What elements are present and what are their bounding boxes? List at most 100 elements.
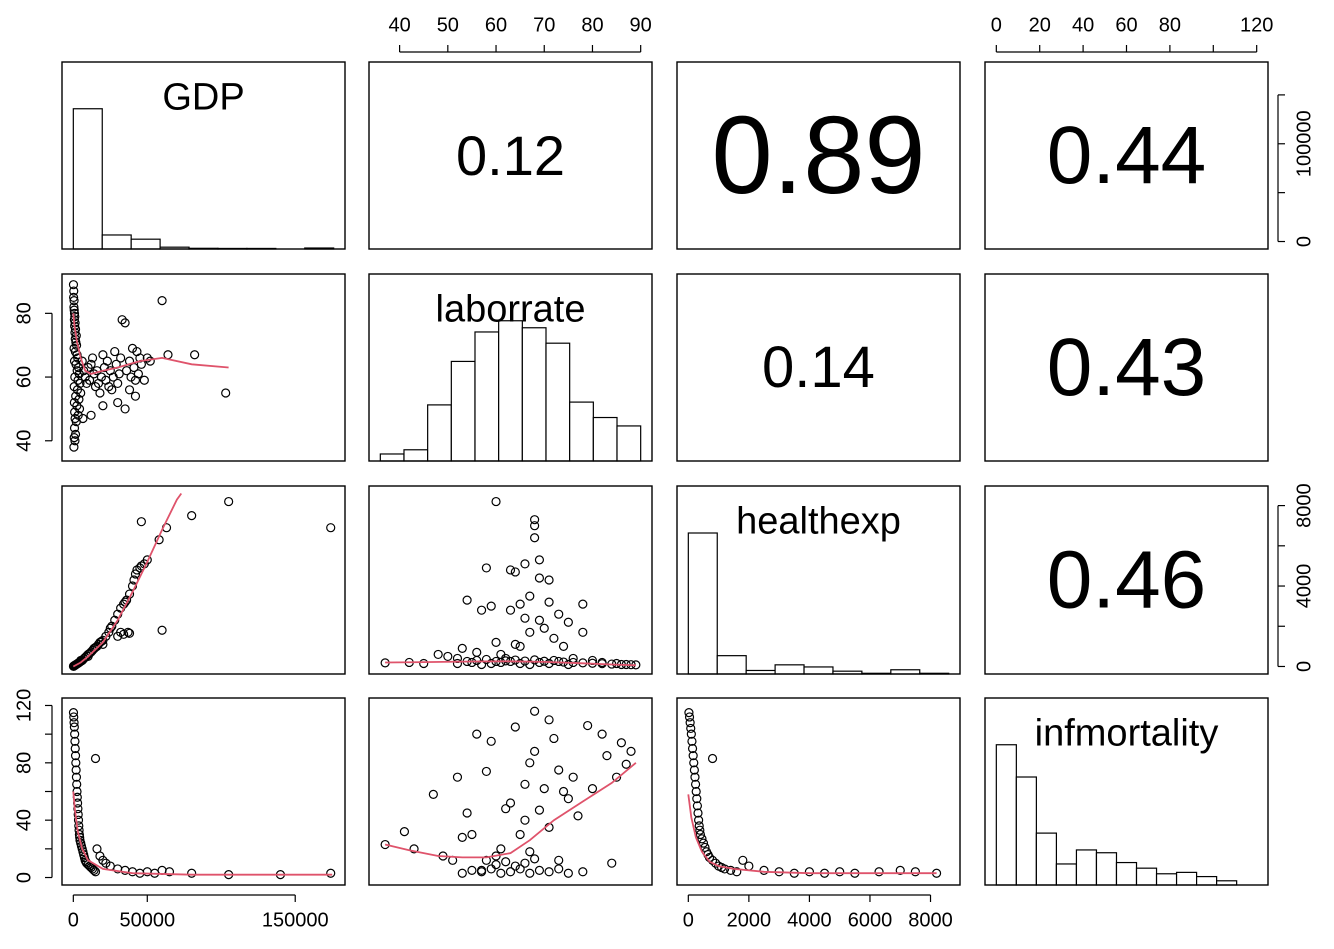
point-laborrate_vs_GDP-30 [72, 385, 83, 395]
point-infmortality_vs_GDP-5 [70, 736, 80, 746]
tick-label: 0 [683, 909, 694, 931]
point-infmortality_vs_healthexp-45 [910, 867, 920, 877]
point-infmortality_vs_laborrate-18 [510, 722, 520, 732]
tick-label: 8000 [1293, 483, 1315, 528]
outer-axes: 40 50 60 70 80 90 0 20 40 60 80 120 0 50000 150000 0 200… [13, 14, 1315, 931]
point-laborrate_vs_GDP-91 [130, 391, 141, 401]
point-infmortality_vs_healthexp-9 [689, 765, 699, 775]
tick-label: 80 [581, 14, 603, 36]
point-infmortality_vs_laborrate-10 [472, 729, 482, 739]
point-healthexp_vs_laborrate-76 [563, 659, 573, 670]
point-infmortality_vs_GDP-52 [187, 868, 197, 878]
point-infmortality_vs_GDP-11 [72, 779, 82, 789]
point-infmortality_vs_healthexp-2 [685, 718, 695, 728]
point-infmortality_vs_healthexp-32 [732, 867, 742, 877]
smoother-healthexp_vs_GDP [72, 492, 183, 668]
panel-infmortality-GDP [61, 697, 346, 886]
smoother-infmortality_vs_laborrate [384, 762, 637, 859]
point-healthexp_vs_laborrate-27 [530, 515, 540, 525]
correlation-GDP-healthexp: 0.89 [711, 94, 925, 217]
point-infmortality_vs_laborrate-60 [491, 860, 501, 870]
point-laborrate_vs_GDP-85 [139, 375, 149, 385]
point-infmortality_vs_laborrate-56 [544, 867, 554, 877]
tick-label: 50 [437, 14, 459, 36]
point-infmortality_vs_GDP-7 [70, 751, 81, 761]
point-infmortality_vs_laborrate-36 [573, 811, 583, 821]
panel-frame [984, 697, 1269, 886]
panel-infmortality-laborrate [368, 697, 653, 886]
point-infmortality_vs_laborrate-21 [520, 815, 530, 825]
point-healthexp_vs_laborrate-29 [530, 533, 540, 543]
point-infmortality_vs_GDP-3 [69, 722, 79, 732]
point-infmortality_vs_laborrate-41 [602, 751, 612, 761]
point-healthexp_vs_laborrate-67 [476, 659, 487, 670]
panel-healthexp-infmortality: 0.46 [984, 485, 1269, 675]
point-infmortality_vs_GDP-17 [73, 815, 84, 825]
hist-bar-healthexp-4 [803, 666, 834, 675]
point-healthexp_vs_laborrate-58 [549, 655, 559, 666]
tick-label: 60 [13, 366, 35, 388]
point-infmortality_vs_laborrate-44 [616, 738, 626, 748]
point-laborrate_vs_GDP-87 [145, 356, 155, 366]
point-infmortality_vs_laborrate-25 [530, 746, 540, 756]
point-healthexp_vs_laborrate-12 [486, 601, 496, 611]
axis-laborrate-top: 40 50 60 70 80 90 [388, 14, 652, 53]
point-healthexp_vs_laborrate-7 [462, 595, 472, 605]
hist-bar-laborrate-8 [569, 401, 594, 462]
point-infmortality_vs_GDP-35 [87, 864, 98, 874]
point-infmortality_vs_healthexp-1 [684, 712, 695, 722]
hist-bar-infmortality-3 [1055, 863, 1078, 886]
point-healthexp_vs_GDP-60 [187, 511, 197, 521]
panel-healthexp-GDP [61, 485, 346, 675]
hist-bar-laborrate-9 [592, 416, 618, 462]
point-infmortality_vs_laborrate-51 [496, 868, 506, 878]
variable-label-GDP: GDP [162, 76, 244, 118]
point-infmortality_vs_GDP-18 [74, 821, 84, 831]
point-infmortality_vs_laborrate-26 [534, 805, 545, 815]
hist-bar-laborrate-10 [616, 425, 642, 462]
point-healthexp_vs_GDP-56 [157, 625, 167, 635]
point-infmortality_vs_healthexp-4 [686, 729, 696, 739]
panel-frame [984, 61, 1269, 250]
smoother-laborrate_vs_GDP [72, 313, 229, 375]
panel-frame [368, 273, 653, 462]
point-laborrate_vs_GDP-49 [82, 378, 92, 389]
point-healthexp_vs_laborrate-6 [457, 643, 467, 653]
tick-label: 4000 [787, 909, 832, 931]
point-healthexp_vs_laborrate-13 [491, 496, 501, 507]
hist-bar-GDP-1 [101, 234, 132, 250]
point-infmortality_vs_GDP-51 [164, 867, 175, 877]
point-infmortality_vs_healthexp-13 [692, 794, 702, 804]
point-infmortality_vs_laborrate-12 [481, 766, 491, 777]
point-infmortality_vs_laborrate-43 [611, 772, 622, 782]
hist-bar-infmortality-2 [1035, 832, 1058, 886]
point-healthexp_vs_laborrate-17 [505, 565, 516, 575]
point-laborrate_vs_GDP-32 [71, 391, 81, 401]
point-infmortality_vs_laborrate-23 [525, 847, 535, 857]
point-healthexp_vs_laborrate-2 [419, 658, 429, 669]
point-healthexp_vs_laborrate-3 [433, 649, 443, 660]
point-infmortality_vs_laborrate-8 [462, 808, 472, 818]
point-laborrate_vs_GDP-34 [69, 397, 79, 408]
axis-infmortality-top: 0 20 40 60 80 120 [991, 14, 1273, 53]
point-infmortality_vs_healthexp-41 [835, 867, 845, 877]
point-laborrate_vs_GDP-89 [124, 385, 135, 395]
panel-GDP-healthexp: 0.89 [676, 61, 961, 250]
point-infmortality_vs_healthexp-33 [707, 753, 718, 764]
tick-label: 70 [533, 14, 555, 36]
axis-GDP-bottom: 0 50000 150000 [68, 894, 329, 931]
point-laborrate_vs_GDP-41 [69, 423, 80, 433]
point-healthexp_vs_GDP-53 [89, 643, 99, 653]
point-laborrate_vs_GDP-35 [72, 401, 82, 411]
panel-frame [676, 697, 961, 886]
tick-label: 90 [630, 14, 652, 36]
point-healthexp_vs_GDP-52 [98, 639, 108, 649]
point-laborrate_vs_GDP-73 [117, 315, 127, 325]
point-infmortality_vs_laborrate-39 [587, 784, 598, 794]
point-healthexp_vs_laborrate-19 [510, 639, 520, 649]
panel-GDP-laborrate: 0.12 [368, 61, 653, 250]
hist-bar-infmortality-0 [995, 744, 1017, 886]
panel-frame [984, 485, 1269, 675]
point-infmortality_vs_GDP-8 [71, 758, 81, 768]
point-infmortality_vs_GDP-37 [90, 867, 101, 877]
